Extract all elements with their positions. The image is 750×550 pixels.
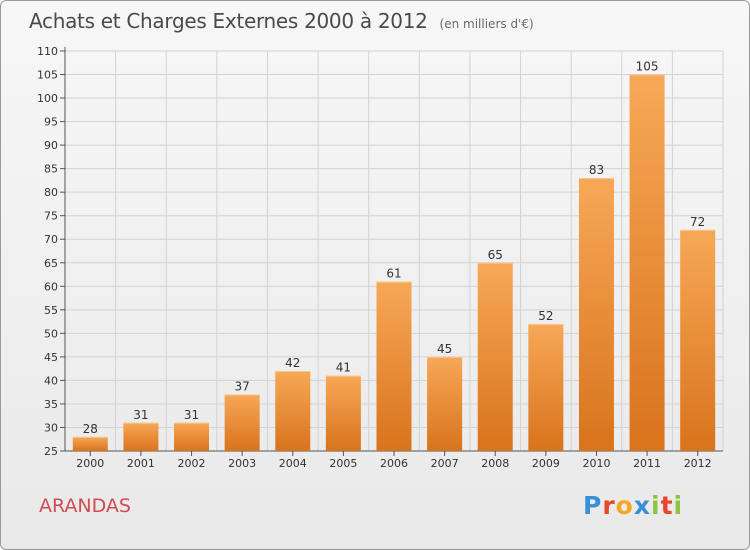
bar-2009 xyxy=(528,323,564,451)
x-tick-label: 2009 xyxy=(532,457,560,470)
x-tick-label: 2003 xyxy=(228,457,256,470)
bar-2001 xyxy=(123,422,159,451)
y-tick-label: 35 xyxy=(44,398,58,411)
y-tick-label: 60 xyxy=(44,280,58,293)
logo-letter: P xyxy=(583,491,603,520)
chart-subtitle: (en milliers d'€) xyxy=(439,17,534,31)
logo-letter: o xyxy=(615,491,634,520)
region-label: ARANDAS xyxy=(39,495,131,517)
value-label: 52 xyxy=(538,309,553,323)
x-tick-label: 2006 xyxy=(380,457,408,470)
y-tick-label: 75 xyxy=(44,210,58,223)
y-tick-label: 50 xyxy=(44,327,58,340)
y-tick-label: 105 xyxy=(37,69,58,82)
x-tick-label: 2000 xyxy=(76,457,104,470)
value-label: 83 xyxy=(589,163,604,177)
logo-letter: r xyxy=(602,491,616,520)
value-label: 31 xyxy=(184,408,199,422)
y-tick-label: 45 xyxy=(44,351,58,364)
y-tick-labels: 25 30 35 40 45 50 55 60 65 70 75 80 85 90 95 100 105 110 xyxy=(37,45,58,458)
y-tick-label: 80 xyxy=(44,186,58,199)
value-label: 41 xyxy=(336,361,351,375)
bar-2000 xyxy=(72,436,108,451)
x-tick-label: 2004 xyxy=(279,457,307,470)
x-tick-label: 2010 xyxy=(582,457,610,470)
y-tick-label: 90 xyxy=(44,139,58,152)
y-tick-label: 25 xyxy=(44,445,58,458)
bar-2004 xyxy=(275,371,311,451)
bar-2007 xyxy=(427,356,463,451)
y-tick-label: 85 xyxy=(44,163,58,176)
x-tick-label: 2005 xyxy=(329,457,357,470)
value-labels: 28 31 31 37 42 41 61 45 65 52 83 105 72 xyxy=(83,60,706,436)
y-tick-label: 70 xyxy=(44,233,58,246)
value-label: 72 xyxy=(690,215,705,229)
chart-title-text: Achats et Charges Externes 2000 à 2012 xyxy=(29,9,428,33)
bar-2008 xyxy=(477,262,513,451)
x-tick-label: 2008 xyxy=(481,457,509,470)
logo-letter: i xyxy=(673,491,684,520)
y-tick-label: 65 xyxy=(44,257,58,270)
logo-letter: x xyxy=(633,491,651,520)
x-tick-labels: 2000 2001 2002 2003 2004 2005 2006 2007 2008 2009… xyxy=(76,457,711,470)
value-label: 45 xyxy=(437,342,452,356)
bar-2006 xyxy=(376,281,412,451)
y-tick-label: 40 xyxy=(44,374,58,387)
y-tick-label: 110 xyxy=(37,45,58,58)
bar-2010 xyxy=(578,178,614,451)
value-label: 28 xyxy=(83,422,98,436)
logo-letter: t xyxy=(660,491,674,520)
x-tick-label: 2007 xyxy=(431,457,459,470)
x-tick-label: 2012 xyxy=(684,457,712,470)
y-tick-label: 30 xyxy=(44,421,58,434)
bar-2005 xyxy=(325,375,361,451)
value-label: 42 xyxy=(285,356,300,370)
x-tick-label: 2011 xyxy=(633,457,661,470)
y-tick-label: 100 xyxy=(37,92,58,105)
value-label: 105 xyxy=(636,60,659,74)
x-tick-label: 2002 xyxy=(178,457,206,470)
value-label: 61 xyxy=(386,267,401,281)
bar-2002 xyxy=(174,422,210,451)
bar-2003 xyxy=(224,394,260,451)
x-tick-label: 2001 xyxy=(127,457,155,470)
bar-2011 xyxy=(629,74,665,451)
bars xyxy=(72,74,716,451)
proxiti-logo: Proxiti xyxy=(583,491,683,520)
chart-title: Achats et Charges Externes 2000 à 2012 (e… xyxy=(29,9,534,33)
bar-2012 xyxy=(680,229,716,451)
y-tick-label: 95 xyxy=(44,116,58,129)
value-label: 31 xyxy=(133,408,148,422)
y-tick-label: 55 xyxy=(44,304,58,317)
logo-letter: i xyxy=(651,491,661,520)
value-label: 65 xyxy=(488,248,503,262)
value-label: 37 xyxy=(235,380,250,394)
